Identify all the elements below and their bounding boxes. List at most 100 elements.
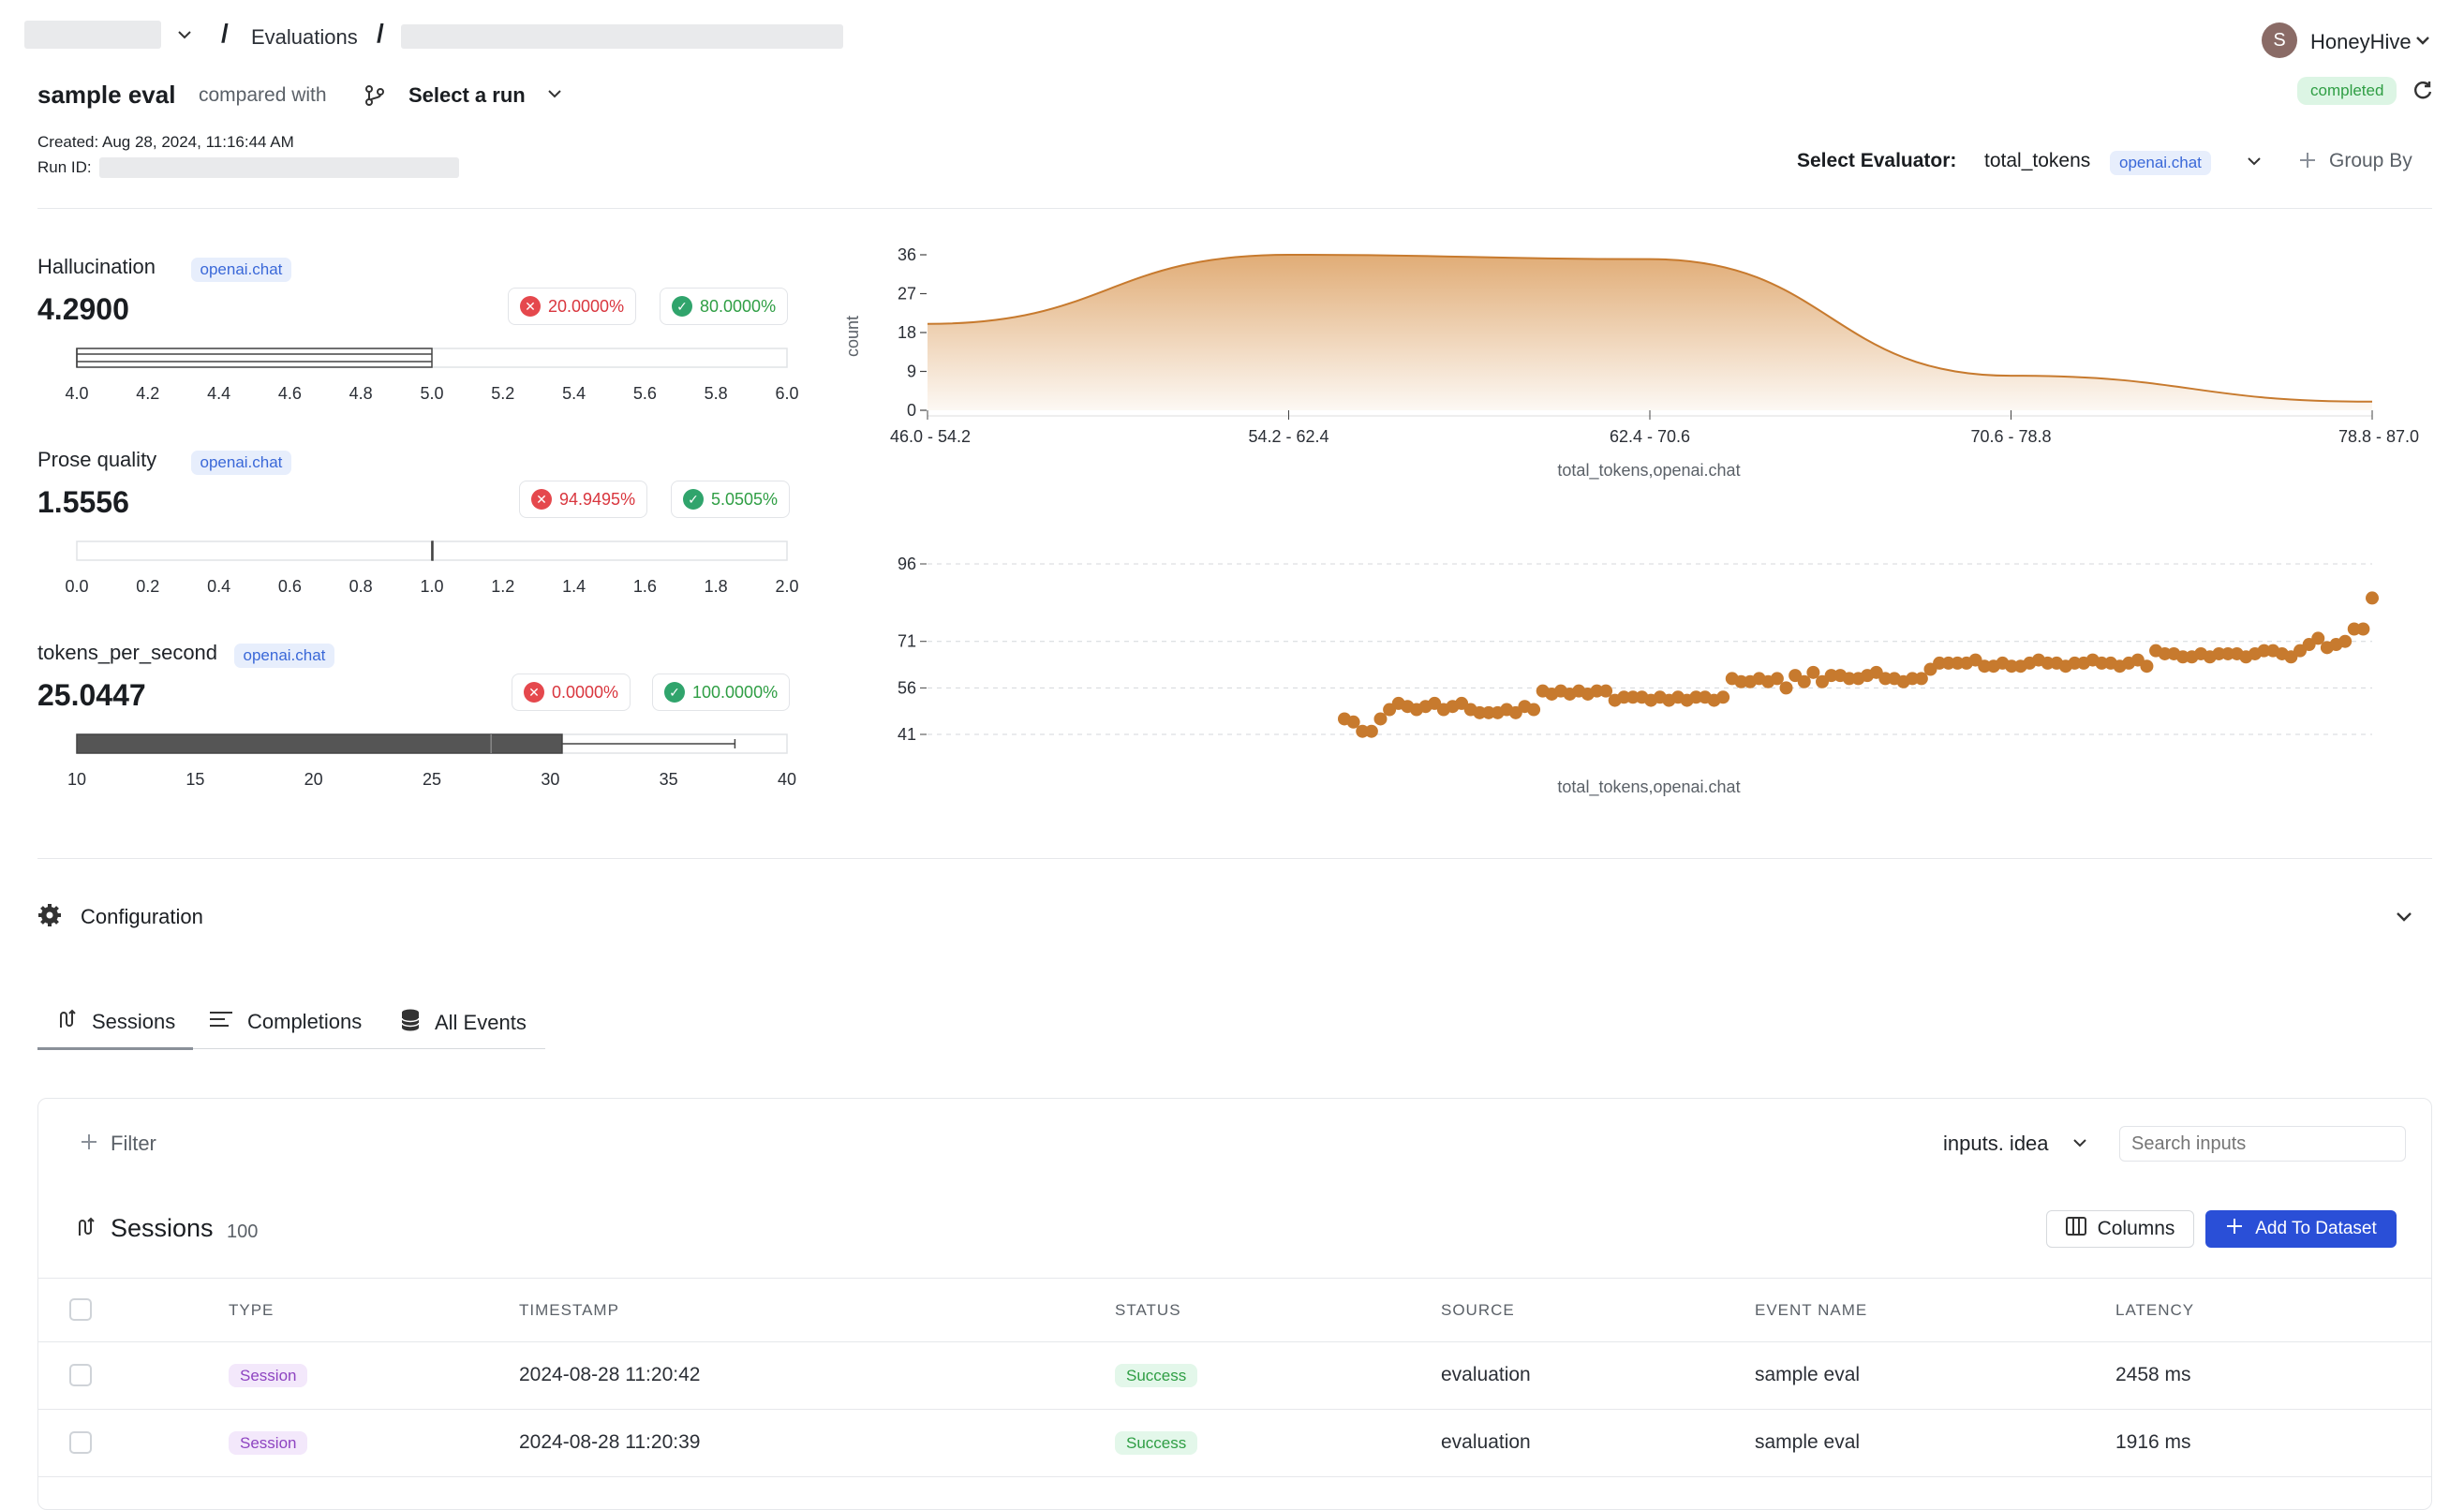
status-badge: Success [1115, 1431, 1198, 1455]
lines-icon [208, 1008, 234, 1036]
created-timestamp: Created: Aug 28, 2024, 11:16:44 AM [37, 133, 294, 151]
cell-status: Success [1115, 1431, 1198, 1455]
scatter-point [1933, 656, 1947, 670]
cell-timestamp: 2024-08-28 11:20:39 [519, 1431, 701, 1453]
scatter-point [2221, 646, 2235, 660]
tab-all-events[interactable]: All Events [399, 1008, 527, 1038]
metric-tag: openai.chat [233, 644, 335, 668]
group-by-button[interactable]: Group By [2329, 150, 2412, 171]
scatter-point [1770, 672, 1784, 686]
metric-value: 4.2900 [37, 292, 129, 326]
scatter-point [1978, 659, 1992, 674]
scatter-point [2095, 656, 2109, 670]
plus-icon[interactable] [2297, 150, 2318, 175]
check-circle-icon: ✓ [672, 296, 692, 317]
axis-tick-label: 10 [67, 770, 86, 789]
metric-value: 1.5556 [37, 485, 129, 519]
sessions-icon [56, 1008, 79, 1036]
y-tick-label: 27 [898, 285, 916, 303]
column-header-event-name[interactable]: EVENT NAME [1755, 1301, 1868, 1319]
axis-tick-label: 0.6 [278, 577, 302, 596]
metric-value: 25.0447 [37, 678, 146, 712]
scatter-point [2175, 650, 2189, 664]
y-tick-label: 96 [898, 555, 916, 573]
add-to-dataset-button[interactable]: Add To Dataset [2205, 1210, 2397, 1248]
chevron-down-icon[interactable] [2393, 905, 2415, 932]
axis-tick-label: 4.0 [65, 384, 88, 403]
filter-button[interactable]: Filter [111, 1132, 156, 1155]
columns-button[interactable]: Columns [2046, 1210, 2194, 1248]
breadcrumb-evaluations[interactable]: Evaluations [251, 25, 358, 49]
configuration-label[interactable]: Configuration [81, 905, 203, 928]
scatter-point [1734, 674, 1748, 688]
chevron-down-icon[interactable] [2071, 1133, 2089, 1157]
columns-icon [2065, 1217, 2086, 1241]
pass-rate-badge: ✓ 100.0000% [652, 674, 791, 711]
tab-active-indicator [37, 1047, 193, 1050]
scatter-point [2068, 656, 2082, 670]
page-title: sample eval [37, 81, 176, 109]
scatter-point [2366, 591, 2379, 605]
branch-icon [362, 82, 388, 113]
select-run-dropdown[interactable]: Select a run [408, 83, 526, 107]
cell-type: Session [229, 1364, 308, 1387]
row-divider [38, 1409, 2431, 1410]
cell-timestamp: 2024-08-28 11:20:42 [519, 1364, 701, 1385]
sessions-card [37, 1098, 2432, 1510]
cell-status: Success [1115, 1364, 1198, 1387]
x-circle-icon: ✕ [531, 489, 552, 510]
column-header-source[interactable]: SOURCE [1441, 1301, 1515, 1319]
chevron-down-icon[interactable] [2245, 152, 2264, 175]
database-icon [399, 1008, 422, 1038]
column-header-latency[interactable]: LATENCY [2115, 1301, 2195, 1319]
tab-completions[interactable]: Completions [208, 1008, 362, 1036]
evaluator-value[interactable]: total_tokens [1984, 150, 2091, 171]
scatter-point [1373, 712, 1388, 726]
plus-icon [2225, 1217, 2244, 1241]
chevron-down-icon[interactable] [2413, 31, 2432, 54]
filter-field-select[interactable]: inputs. idea [1943, 1132, 2049, 1155]
column-header-type[interactable]: TYPE [229, 1301, 275, 1319]
project-selector-redacted[interactable] [24, 21, 161, 49]
metric-name: Prose quality [37, 448, 157, 471]
axis-tick-label: 1.2 [491, 577, 514, 596]
search-input[interactable] [2119, 1126, 2406, 1162]
tab-sessions[interactable]: Sessions [56, 1008, 175, 1036]
gear-icon [37, 903, 62, 932]
y-axis-label: count [843, 316, 862, 357]
row-checkbox[interactable] [69, 1431, 92, 1454]
axis-tick-label: 40 [778, 770, 796, 789]
chevron-down-icon[interactable] [174, 24, 195, 50]
scatter-point [1356, 724, 1370, 738]
cell-latency: 2458 ms [2115, 1364, 2191, 1385]
refresh-icon[interactable] [2412, 79, 2434, 106]
scatter-point [1779, 681, 1793, 695]
x-axis-label: total_tokens,openai.chat [1557, 461, 1740, 481]
histogram-area [928, 255, 2372, 410]
sessions-count: 100 [227, 1221, 259, 1242]
metric-name: Hallucination [37, 255, 156, 278]
columns-label: Columns [2097, 1218, 2175, 1239]
cell-event-name: sample eval [1755, 1364, 1861, 1385]
compared-with-label: compared with [199, 84, 327, 106]
scatter-point [2212, 646, 2226, 660]
axis-tick-label: 5.0 [420, 384, 443, 403]
plus-icon[interactable] [79, 1132, 99, 1157]
scatter-point [2158, 646, 2172, 660]
column-header-status[interactable]: STATUS [1115, 1301, 1181, 1319]
y-tick-label: 9 [907, 363, 916, 381]
pass-rate: 100.0000% [692, 682, 779, 702]
axis-tick-label: 0.2 [136, 577, 159, 596]
row-checkbox[interactable] [69, 1364, 92, 1386]
column-header-timestamp[interactable]: TIMESTAMP [519, 1301, 619, 1319]
scatter-point [2347, 622, 2361, 636]
user-name[interactable]: HoneyHive [2310, 30, 2412, 53]
select-all-checkbox[interactable] [69, 1298, 92, 1321]
scatter-point [1941, 656, 1955, 670]
avatar[interactable]: S [2262, 22, 2297, 58]
x-axis-label: total_tokens,openai.chat [1557, 777, 1740, 797]
axis-tick-label: 4.4 [207, 384, 230, 403]
scatter-point [1473, 705, 1487, 719]
chevron-down-icon[interactable] [545, 84, 564, 108]
tab-label: All Events [435, 1011, 527, 1034]
